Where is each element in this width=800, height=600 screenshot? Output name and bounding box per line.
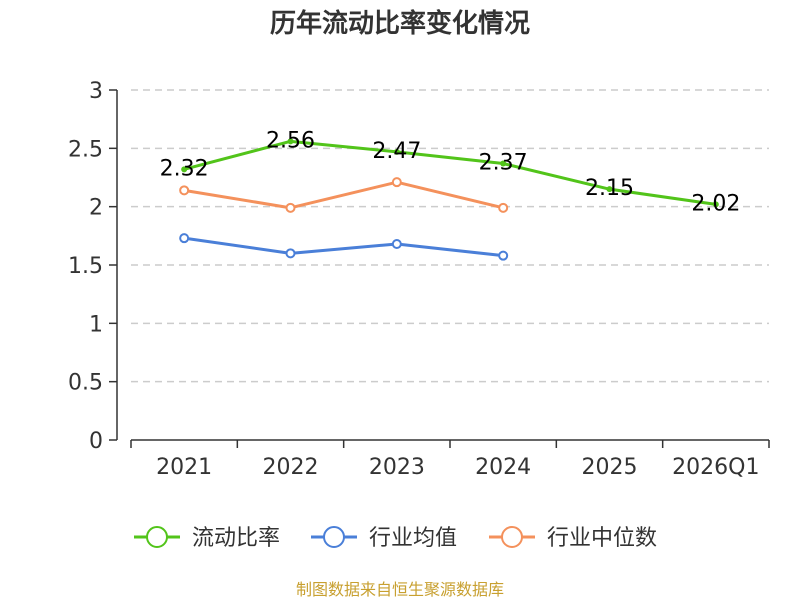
- y-tick-label: 2.5: [68, 137, 103, 162]
- y-tick-label: 2: [89, 196, 103, 221]
- data-point: [287, 138, 294, 145]
- axes: 0 0.5 1 1.5 2 2.5 3 2021 2022 2023 2024 2025 2026Q1: [68, 79, 770, 480]
- data-label: 2.47: [372, 139, 421, 164]
- data-label: 2.02: [691, 191, 740, 216]
- data-point: [606, 186, 613, 193]
- data-point: [285, 202, 296, 213]
- grid: [131, 89, 769, 383]
- data-point: [500, 160, 507, 167]
- data-point: [285, 248, 296, 259]
- chart-title: 历年流动比率变化情况: [270, 8, 530, 39]
- data-label: 2.56: [266, 128, 315, 153]
- data-point: [181, 166, 188, 173]
- legend: 流动比率 行业均值 行业中位数: [134, 526, 657, 551]
- series-line: [183, 139, 717, 206]
- series-line: [183, 236, 504, 258]
- x-tick-label: 2024: [475, 455, 531, 480]
- data-label: 2.32: [160, 156, 209, 181]
- data-point: [498, 250, 509, 261]
- data-labels: 2.32 2.56 2.47 2.37 2.15 2.02: [160, 128, 741, 216]
- legend-label: 行业中位数: [547, 526, 657, 551]
- x-tick-label: 2022: [263, 455, 319, 480]
- x-tick-label: 2021: [156, 455, 212, 480]
- legend-label: 流动比率: [192, 526, 280, 551]
- y-tick-label: 0.5: [68, 371, 103, 396]
- legend-label: 行业均值: [369, 526, 457, 551]
- x-tick-label: 2023: [369, 455, 425, 480]
- legend-marker: [146, 526, 168, 548]
- x-tick-label: 2026Q1: [672, 455, 759, 480]
- data-label: 2.37: [479, 151, 528, 176]
- y-tick-label: 1: [89, 312, 103, 337]
- data-point: [712, 201, 719, 208]
- data-point: [179, 233, 190, 244]
- data-label: 2.15: [585, 176, 634, 201]
- y-tick-label: 3: [89, 79, 103, 104]
- data-point: [393, 148, 400, 155]
- legend-marker: [501, 526, 523, 548]
- data-point: [391, 239, 402, 249]
- legend-marker: [323, 526, 345, 548]
- series-group: [179, 138, 719, 261]
- y-tick-label: 1.5: [68, 254, 103, 279]
- source-note: 制图数据来自恒生聚源数据库: [296, 580, 504, 599]
- data-point: [498, 202, 509, 213]
- series-line: [183, 180, 504, 210]
- data-point: [179, 185, 190, 196]
- x-tick-label: 2025: [582, 455, 638, 480]
- y-tick-label: 0: [89, 429, 103, 454]
- data-point: [391, 177, 402, 188]
